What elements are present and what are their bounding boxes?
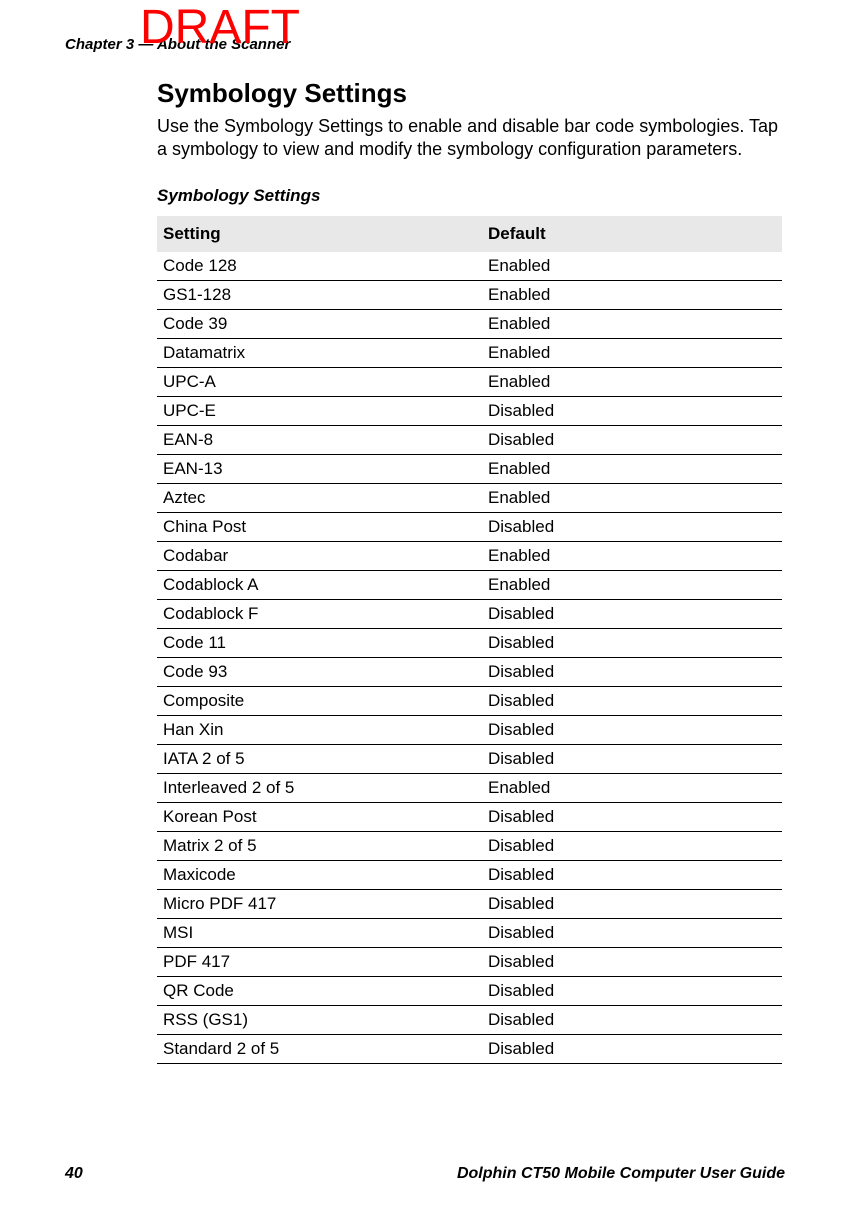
setting-cell: Code 11 [157,628,482,657]
table-row: Standard 2 of 5Disabled [157,1034,782,1063]
draft-watermark: DRAFT [140,0,300,55]
default-cell: Disabled [482,976,782,1005]
setting-cell: Code 39 [157,309,482,338]
default-cell: Enabled [482,367,782,396]
default-cell: Disabled [482,889,782,918]
setting-cell: Micro PDF 417 [157,889,482,918]
default-cell: Disabled [482,425,782,454]
default-cell: Enabled [482,338,782,367]
table-row: MaxicodeDisabled [157,860,782,889]
setting-cell: Codabar [157,541,482,570]
setting-cell: GS1-128 [157,280,482,309]
main-content: Symbology Settings Use the Symbology Set… [157,78,782,1064]
default-cell: Disabled [482,831,782,860]
page-number: 40 [65,1165,83,1183]
table-row: QR CodeDisabled [157,976,782,1005]
table-row: GS1-128Enabled [157,280,782,309]
setting-cell: Han Xin [157,715,482,744]
default-cell: Disabled [482,686,782,715]
setting-cell: PDF 417 [157,947,482,976]
default-cell: Enabled [482,773,782,802]
default-cell: Disabled [482,1005,782,1034]
table-header-row: Setting Default [157,216,782,252]
setting-cell: Datamatrix [157,338,482,367]
default-cell: Enabled [482,541,782,570]
table-row: Han XinDisabled [157,715,782,744]
default-cell: Disabled [482,628,782,657]
default-cell: Enabled [482,309,782,338]
table-row: Codablock FDisabled [157,599,782,628]
setting-cell: Matrix 2 of 5 [157,831,482,860]
symbology-table: Setting Default Code 128EnabledGS1-128En… [157,216,782,1064]
setting-cell: Code 128 [157,252,482,281]
default-cell: Disabled [482,1034,782,1063]
setting-cell: Interleaved 2 of 5 [157,773,482,802]
table-row: Codablock AEnabled [157,570,782,599]
setting-cell: Codablock A [157,570,482,599]
footer-title: Dolphin CT50 Mobile Computer User Guide [457,1165,785,1183]
table-body: Code 128EnabledGS1-128EnabledCode 39Enab… [157,252,782,1064]
table-header-default: Default [482,216,782,252]
setting-cell: Korean Post [157,802,482,831]
table-row: DatamatrixEnabled [157,338,782,367]
setting-cell: MSI [157,918,482,947]
setting-cell: Standard 2 of 5 [157,1034,482,1063]
table-row: UPC-AEnabled [157,367,782,396]
default-cell: Disabled [482,657,782,686]
table-row: MSIDisabled [157,918,782,947]
default-cell: Disabled [482,860,782,889]
setting-cell: EAN-8 [157,425,482,454]
setting-cell: Code 93 [157,657,482,686]
default-cell: Disabled [482,918,782,947]
default-cell: Enabled [482,252,782,281]
table-row: Code 39Enabled [157,309,782,338]
table-title: Symbology Settings [157,186,782,206]
setting-cell: UPC-A [157,367,482,396]
table-row: CompositeDisabled [157,686,782,715]
setting-cell: QR Code [157,976,482,1005]
table-row: CodabarEnabled [157,541,782,570]
table-row: Micro PDF 417Disabled [157,889,782,918]
table-row: RSS (GS1)Disabled [157,1005,782,1034]
default-cell: Disabled [482,715,782,744]
table-row: IATA 2 of 5Disabled [157,744,782,773]
default-cell: Enabled [482,454,782,483]
table-row: China PostDisabled [157,512,782,541]
default-cell: Enabled [482,570,782,599]
table-row: EAN-13Enabled [157,454,782,483]
section-description: Use the Symbology Settings to enable and… [157,115,782,162]
table-row: Korean PostDisabled [157,802,782,831]
table-row: UPC-EDisabled [157,396,782,425]
table-row: Code 11Disabled [157,628,782,657]
table-row: Matrix 2 of 5Disabled [157,831,782,860]
table-row: Code 93Disabled [157,657,782,686]
section-title: Symbology Settings [157,78,782,109]
default-cell: Disabled [482,947,782,976]
table-row: PDF 417Disabled [157,947,782,976]
table-row: Code 128Enabled [157,252,782,281]
table-header-setting: Setting [157,216,482,252]
default-cell: Disabled [482,599,782,628]
default-cell: Disabled [482,744,782,773]
table-row: Interleaved 2 of 5Enabled [157,773,782,802]
setting-cell: EAN-13 [157,454,482,483]
table-row: AztecEnabled [157,483,782,512]
setting-cell: IATA 2 of 5 [157,744,482,773]
setting-cell: UPC-E [157,396,482,425]
default-cell: Enabled [482,280,782,309]
setting-cell: Aztec [157,483,482,512]
default-cell: Disabled [482,512,782,541]
setting-cell: Composite [157,686,482,715]
setting-cell: Codablock F [157,599,482,628]
default-cell: Disabled [482,802,782,831]
setting-cell: China Post [157,512,482,541]
setting-cell: RSS (GS1) [157,1005,482,1034]
table-row: EAN-8Disabled [157,425,782,454]
default-cell: Enabled [482,483,782,512]
default-cell: Disabled [482,396,782,425]
setting-cell: Maxicode [157,860,482,889]
